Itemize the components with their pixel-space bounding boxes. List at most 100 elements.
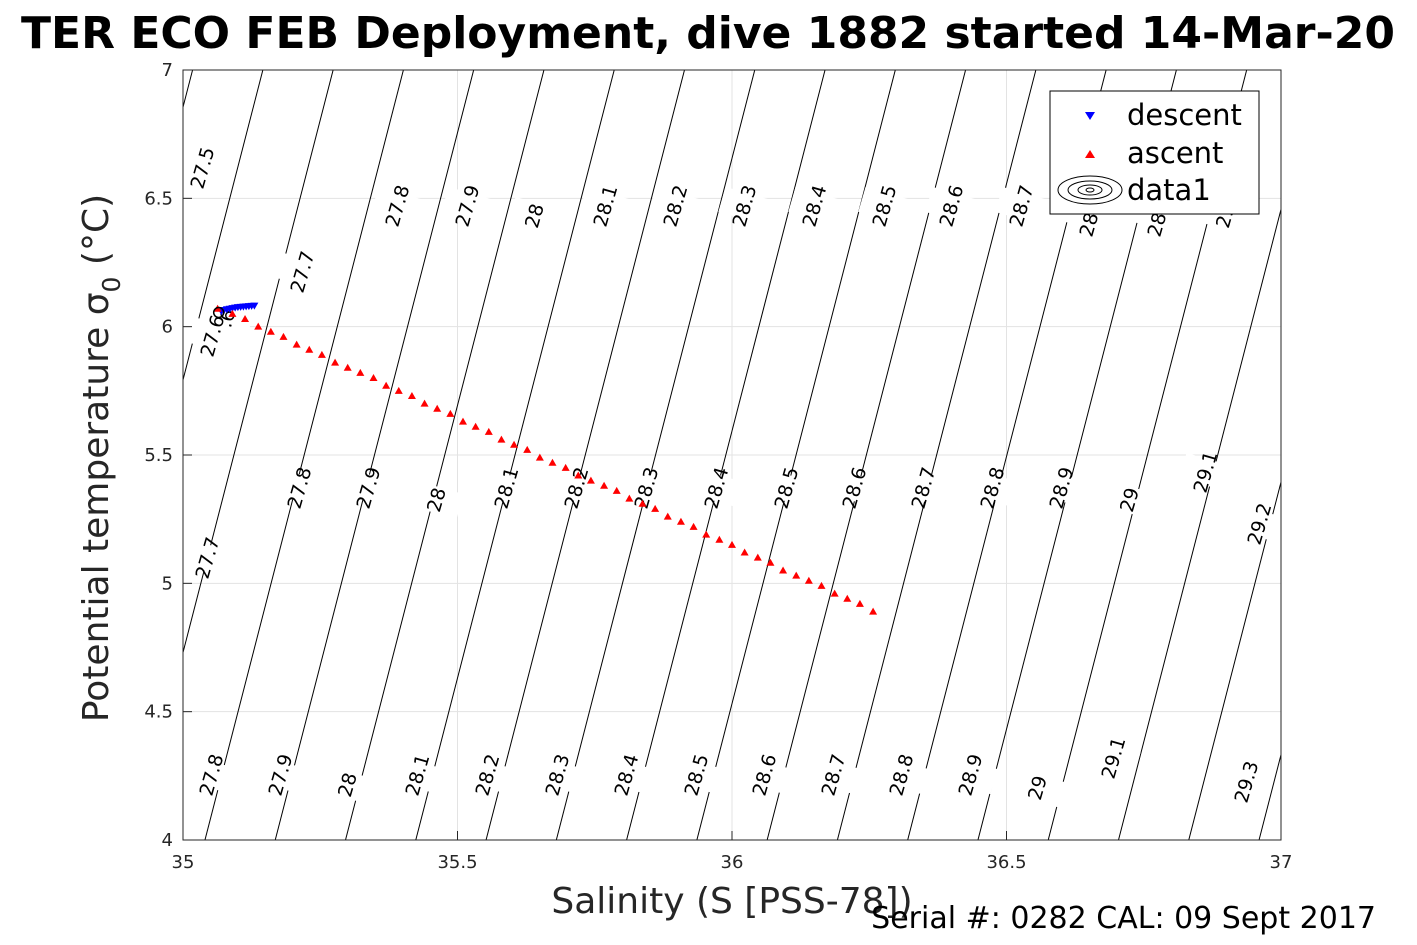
contour-label-bg <box>321 765 375 805</box>
ascent-marker <box>279 332 288 340</box>
y-tick-label: 5.5 <box>144 445 173 466</box>
contour-label-bg <box>738 755 792 795</box>
data-markers <box>212 302 878 615</box>
chart-title: TER ECO FEB Deployment, dive 1882 starte… <box>21 8 1395 59</box>
ascent-marker <box>292 340 301 348</box>
ascent-marker <box>638 499 647 507</box>
ascent-marker <box>446 409 455 417</box>
y-axis-label-main: Potential temperature <box>76 315 117 722</box>
contour-label-bg <box>858 186 912 226</box>
ascent-marker <box>484 427 493 435</box>
x-axis-label: Salinity (S [PSS-78]) <box>551 881 912 922</box>
x-tick-label: 36 <box>721 852 744 873</box>
isopycnal-line <box>204 69 404 841</box>
ascent-marker <box>356 368 365 376</box>
legend-descent-marker <box>1085 112 1095 120</box>
ascent-marker <box>535 453 544 461</box>
contour-label-bg <box>579 186 633 226</box>
ascent-marker <box>600 481 609 489</box>
ascent-marker <box>663 512 672 520</box>
ascent-marker <box>586 476 595 484</box>
ascent-marker <box>830 589 839 597</box>
contour-label-bg <box>760 468 814 508</box>
contour-label-bg <box>1103 480 1157 520</box>
ascent-marker <box>228 309 237 317</box>
ascent-marker <box>817 581 826 589</box>
x-tick-label: 36.5 <box>986 852 1026 873</box>
contour-label-bg <box>807 755 861 795</box>
contour-label-bg <box>508 196 562 236</box>
ascent-marker <box>843 594 852 602</box>
contour-label-bg <box>176 148 230 188</box>
contour-label-bg <box>461 755 515 795</box>
contour-label-bg <box>254 755 308 795</box>
contour-label-bg <box>480 468 534 508</box>
legend: descent ascent data1 <box>1049 90 1260 215</box>
ascent-marker <box>740 548 749 556</box>
isopycnal-line <box>274 69 475 841</box>
ascent-marker <box>651 504 660 512</box>
x-tick-label: 35 <box>172 852 195 873</box>
ascent-marker <box>254 322 263 330</box>
ascent-marker <box>523 445 532 453</box>
legend-data1-marker <box>1057 175 1123 205</box>
contour-label-bg <box>1011 768 1065 808</box>
ascent-marker <box>676 517 685 525</box>
ascent-marker <box>689 522 698 530</box>
y-axis-label-sigma: σ <box>76 292 117 315</box>
isopycnal-line <box>555 69 756 841</box>
legend-box <box>1049 90 1260 215</box>
contour-label-bg <box>391 755 445 795</box>
x-tick-label: 35.5 <box>437 852 477 873</box>
y-axis-label-subscript: 0 <box>97 277 126 293</box>
contour-label-bg <box>186 316 240 356</box>
contour-label-bg <box>828 468 882 508</box>
isopycnal-line <box>696 69 896 841</box>
ascent-marker <box>574 471 583 479</box>
contour-label-bg <box>600 755 654 795</box>
contour-label-bg <box>875 755 929 795</box>
ascent-marker <box>266 327 275 335</box>
ascent-marker <box>779 566 788 574</box>
contour-label-bg <box>718 186 772 226</box>
y-tick-label: 7 <box>162 60 173 81</box>
footer-serial-cal: Serial #: 0282 CAL: 09 Sept 2017 <box>871 901 1376 936</box>
ascent-marker <box>433 404 442 412</box>
isopycnal-line <box>1258 754 1282 841</box>
contour-label-bg <box>342 468 396 508</box>
contour-label-bg <box>441 186 495 226</box>
isopycnal-line <box>1188 481 1282 841</box>
contour-label-bg <box>670 755 724 795</box>
y-tick-label: 4 <box>162 830 173 851</box>
ascent-marker <box>369 374 378 381</box>
contour-label-bg <box>371 186 425 226</box>
ascent-marker <box>548 458 557 466</box>
legend-descent-label: descent <box>1127 98 1242 132</box>
ascent-marker <box>343 363 352 371</box>
ascent-marker <box>510 440 519 448</box>
descent-marker <box>250 302 259 310</box>
contour-label-bg <box>273 468 327 508</box>
ascent-marker <box>420 399 429 407</box>
contour-label-bg <box>181 538 235 578</box>
contour-label-bg <box>1233 504 1287 544</box>
contour-label-bg <box>649 186 703 226</box>
ascent-marker <box>497 435 506 443</box>
contour-label-bg <box>944 755 998 795</box>
isopycnal-line <box>345 69 545 841</box>
ascent-marker <box>702 530 711 538</box>
ascent-marker <box>855 599 864 607</box>
isopycnal-line <box>182 69 194 108</box>
isopycnal-line <box>626 69 826 841</box>
ascent-marker <box>766 558 775 566</box>
y-tick-label: 5 <box>162 573 173 594</box>
x-tick-label: 37 <box>1270 852 1293 873</box>
contour-label-bg <box>1035 468 1089 508</box>
contour-label-bg <box>995 186 1049 226</box>
ascent-marker <box>869 607 878 615</box>
legend-data1-label: data1 <box>1127 173 1211 207</box>
isopycnal-line <box>415 69 615 841</box>
contour-label-bg <box>925 186 979 226</box>
isopycnal-line <box>1118 209 1282 841</box>
contour-label-bg <box>966 468 1020 508</box>
